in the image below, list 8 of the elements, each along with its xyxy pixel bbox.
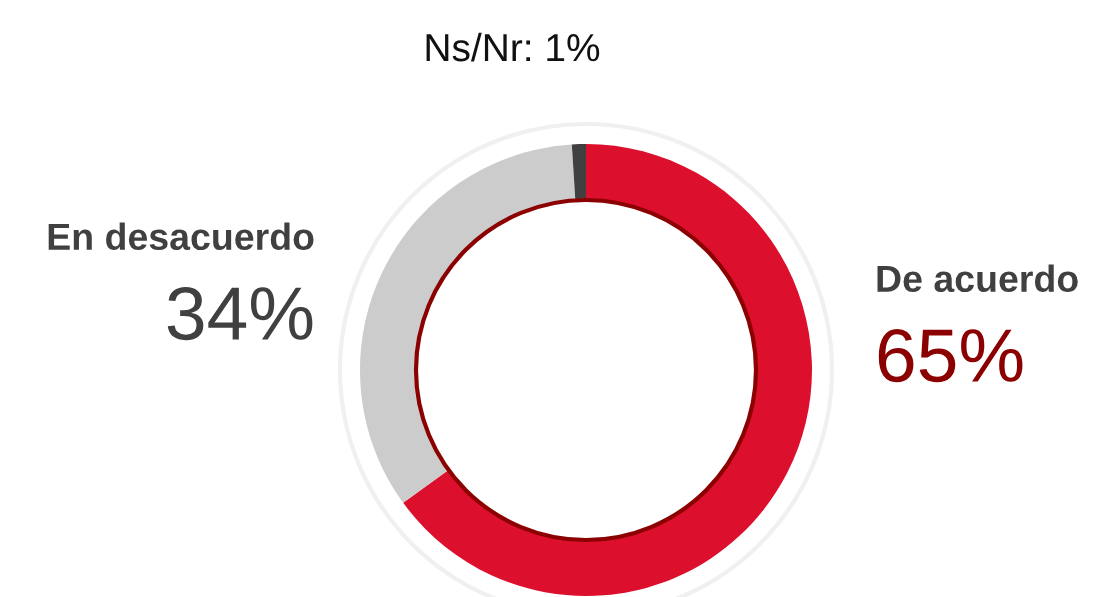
donut-slice (403, 144, 812, 596)
slice-label: En desacuerdo (48, 222, 314, 251)
donut-slice (360, 144, 576, 503)
donut-slice (571, 144, 586, 201)
slice-label: Ns/Nr: 1% (426, 32, 600, 62)
slice-label: De acuerdo (877, 264, 1078, 293)
data-label: 34% (167, 287, 313, 341)
data-label: 65% (878, 329, 1023, 383)
